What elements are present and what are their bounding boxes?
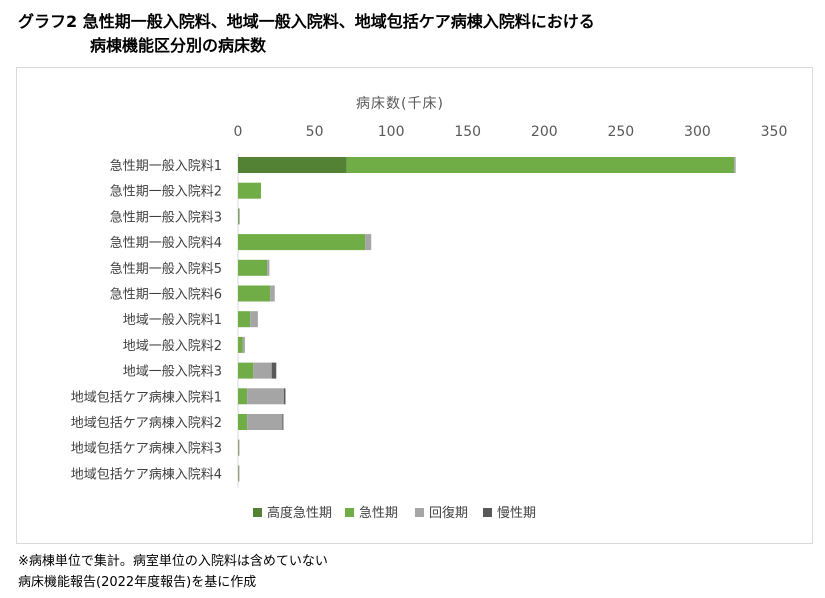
category-label: 急性期一般入院料3	[110, 209, 222, 225]
category-label: 地域一般入院料2	[123, 338, 222, 354]
x-tick-label: 0	[234, 124, 243, 140]
footnote: ※病棟単位で集計。病室単位の入院料は含めていない	[18, 554, 328, 569]
category-label: 急性期一般入院料1	[110, 158, 222, 174]
stacked-bar-chart: 病床数(千床) 0 50 100 150 200 250 300 350 急性期一般入院料1急…	[71, 96, 788, 521]
bar-segment	[734, 157, 736, 173]
category-label: 地域一般入院料1	[123, 312, 222, 328]
bars	[238, 157, 736, 482]
bar-segment	[271, 362, 277, 379]
bar-segment	[238, 157, 347, 173]
bar-segment	[238, 208, 240, 225]
x-tick-label: 150	[454, 124, 481, 140]
bar-segment	[238, 208, 239, 225]
bar-segment	[283, 388, 286, 405]
bar-segment	[247, 388, 284, 405]
x-tick-label: 100	[378, 124, 405, 140]
bar-segment	[238, 182, 261, 199]
legend-swatch	[345, 508, 354, 517]
category-label: 急性期一般入院料6	[110, 287, 222, 303]
source-note: 病床機能報告(2022年度報告)を基に作成	[18, 575, 257, 590]
bar-segment	[238, 439, 240, 456]
x-axis-title: 病床数(千床)	[356, 96, 444, 112]
title-line-2: 病棟機能区分別の病床数	[90, 36, 267, 55]
bar-segment	[238, 336, 243, 353]
category-label: 地域包括ケア病棟入院料1	[71, 390, 222, 405]
category-label: 地域包括ケア病棟入院料4	[71, 467, 222, 482]
legend-swatch	[253, 508, 262, 517]
bar-segment	[242, 336, 245, 353]
bar-segment	[250, 311, 258, 328]
x-tick-label: 200	[531, 124, 558, 140]
x-tick-label: 250	[607, 124, 634, 140]
bar-segment	[238, 388, 248, 405]
legend-label: 高度急性期	[267, 505, 332, 521]
legend: 高度急性期 急性期 回復期 慢性期	[253, 505, 536, 521]
category-label: 急性期一般入院料4	[110, 235, 222, 251]
bar-segment	[238, 311, 251, 328]
bar-segment	[238, 259, 268, 276]
bar-segment	[282, 414, 284, 430]
category-label: 地域包括ケア病棟入院料3	[71, 442, 222, 457]
bar-segment	[238, 414, 248, 430]
bar-segment	[238, 362, 254, 379]
category-label: 地域包括ケア病棟入院料2	[71, 416, 222, 431]
bar-segment	[267, 259, 270, 276]
bar-segment	[253, 362, 272, 379]
bar-segment	[346, 157, 735, 173]
legend-swatch	[415, 508, 424, 517]
category-label: 急性期一般入院料2	[110, 184, 222, 200]
chart-area: 病床数(千床) 0 50 100 150 200 250 300 350 急性期一般入院料1 急…	[16, 67, 813, 544]
bar-segment	[238, 234, 366, 251]
category-label: 急性期一般入院料5	[110, 261, 222, 277]
title-line-1: グラフ2 急性期一般入院料、地域一般入院料、地域包括ケア病棟入院料における	[18, 12, 595, 31]
legend-label: 慢性期	[497, 505, 536, 521]
legend-label: 回復期	[429, 505, 468, 521]
chart-title-block: グラフ2 急性期一般入院料、地域一般入院料、地域包括ケア病棟入院料における 病棟…	[18, 10, 595, 58]
x-tick-label: 350	[761, 124, 788, 140]
x-tick-label: 300	[684, 124, 711, 140]
legend-swatch	[483, 508, 492, 517]
legend-label: 急性期	[359, 506, 398, 521]
bar-segment	[365, 234, 372, 251]
x-axis-ticks: 0 50 100 150 200 250 300 350	[234, 124, 788, 140]
category-label: 地域一般入院料3	[123, 364, 222, 380]
category-labels: 急性期一般入院料1 急性期一般入院料2 急性期一般入院料3 急性期一般入院料4 急性期一…	[71, 158, 222, 482]
bar-segment	[270, 285, 275, 302]
bar-segment	[247, 414, 283, 430]
x-tick-label: 50	[306, 124, 324, 140]
bar-segment	[238, 285, 271, 302]
bar-segment	[238, 465, 240, 482]
